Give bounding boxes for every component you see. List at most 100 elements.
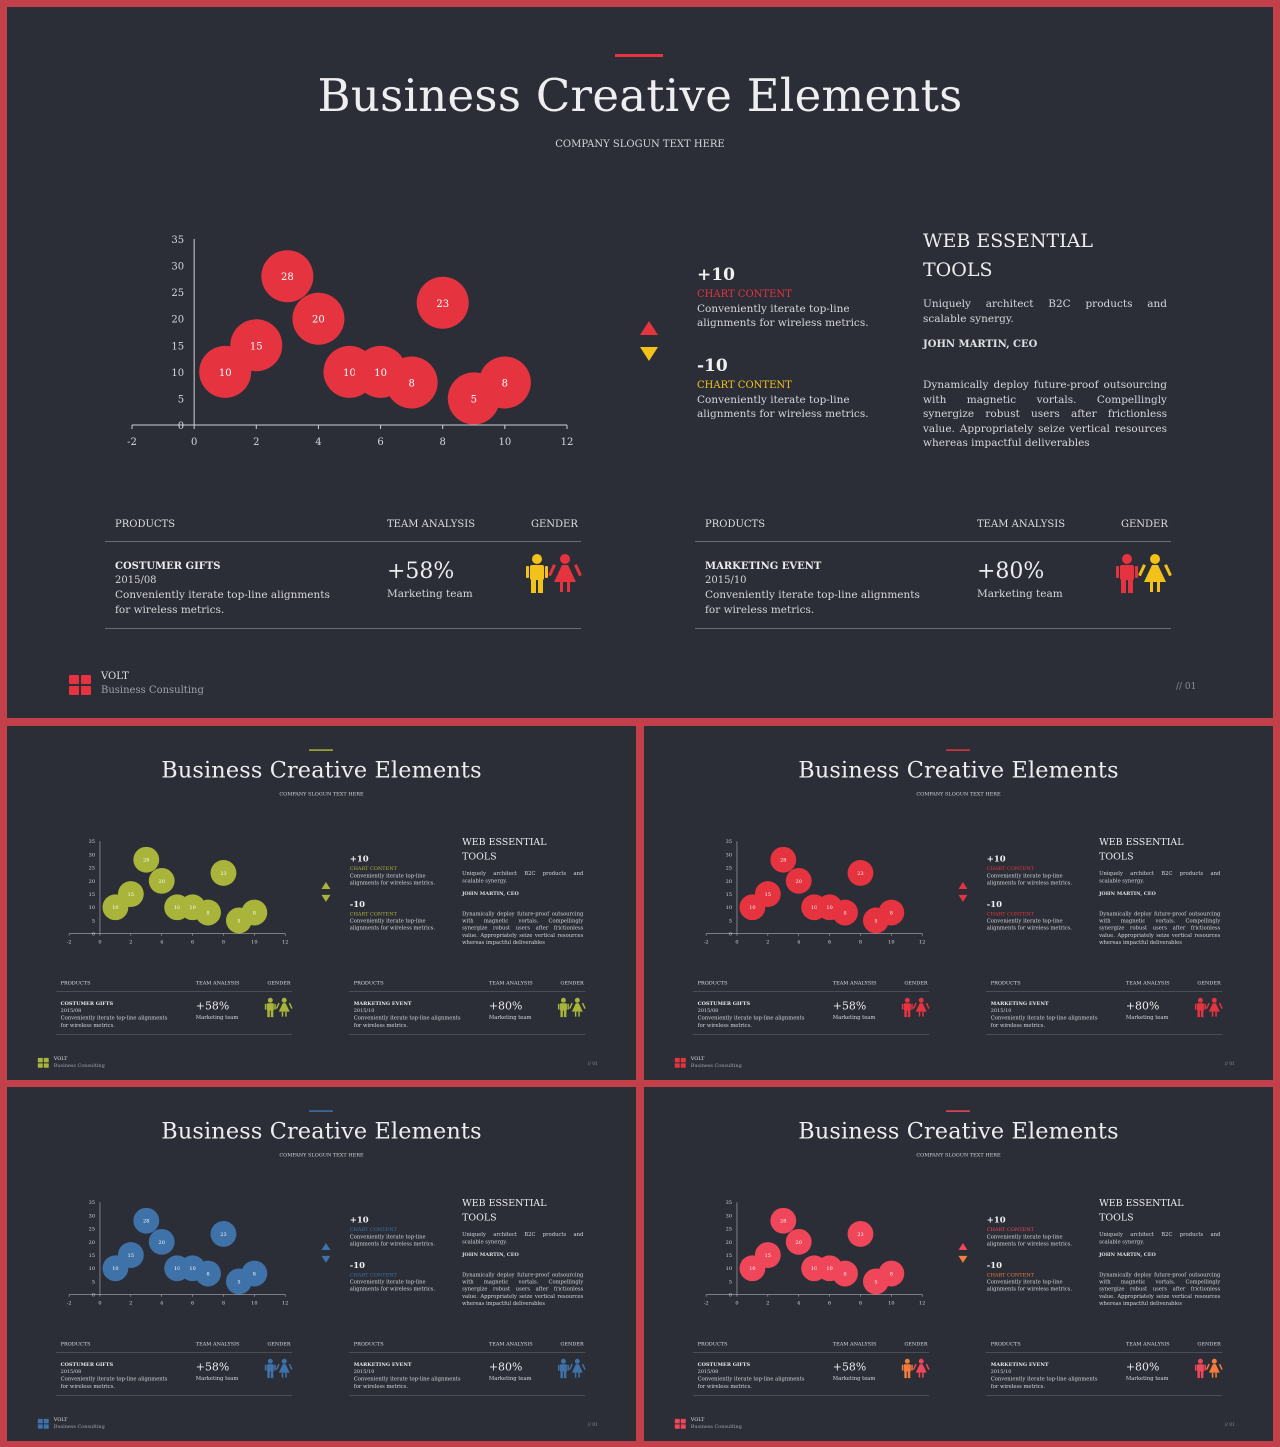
bubble: [230, 319, 283, 372]
header-gender: GENDER: [1197, 980, 1221, 986]
header-gender: GENDER: [1121, 519, 1168, 530]
stat-label: CHART CONTENT: [349, 1272, 397, 1278]
x-tick-label: 8: [440, 437, 446, 448]
product-date: 2015/10: [353, 1008, 375, 1014]
product-date: 2015/08: [60, 1369, 82, 1375]
slide-title: Business Creative Elements: [798, 756, 1119, 784]
bubble-label: 8: [890, 911, 893, 917]
tools-heading: WEB ESSENTIAL TOOLS: [923, 230, 1093, 281]
brand-name: VOLT: [53, 1416, 68, 1423]
team-percent: +80%: [1125, 1000, 1160, 1013]
arrow-down-icon: [321, 1255, 331, 1263]
x-tick-label: -2: [67, 1301, 72, 1307]
slide-subtitle: COMPANY SLOGUN TEXT HERE: [916, 1152, 1001, 1159]
brand-name: VOLT: [53, 1055, 68, 1062]
bubble-chart-svg: -2 0 2 4 6 8 10 12 0 5 10 15 20 25 30 35 10 15 28 20 10 10 8 23…: [704, 839, 926, 946]
arrow-up-icon: [958, 881, 968, 889]
product-description: Conveniently iterate top-line alignments…: [990, 1015, 1098, 1029]
male-icon: [901, 1358, 913, 1379]
bubble-chart-svg: -2 0 2 4 6 8 10 12 0 5 10 15 20 25 30 35 10 15 28 20 10 10 8 23…: [67, 839, 289, 946]
product-name: COSTUMER GIFTS: [115, 561, 221, 572]
female-icon: [912, 997, 930, 1017]
stat-label: CHART CONTENT: [986, 1227, 1034, 1233]
slide-subtitle: COMPANY SLOGUN TEXT HERE: [916, 791, 1001, 798]
bubble-label: 8: [253, 911, 256, 917]
bubble: [770, 1207, 797, 1234]
x-tick-label: 2: [129, 940, 132, 946]
y-tick-label: 15: [89, 1253, 95, 1259]
table-row: COSTUMER GIFTS 2015/08 Conveniently iter…: [56, 992, 293, 1035]
product-name: COSTUMER GIFTS: [60, 1362, 114, 1368]
table-header: PRODUCTS TEAM ANALYSIS GENDER: [105, 519, 581, 541]
y-tick-label: 5: [178, 394, 184, 405]
bubble-label: 5: [874, 918, 877, 924]
bubble: [148, 1228, 175, 1255]
stat-value: +10: [349, 854, 369, 865]
stat-label: CHART CONTENT: [349, 911, 397, 917]
x-tick-label: 6: [191, 940, 194, 946]
product-description: Conveniently iterate top-line alignments…: [705, 589, 920, 616]
products-table-right: PRODUCTS TEAM ANALYSIS GENDER MARKETING …: [985, 980, 1223, 1036]
x-tick-label: -2: [704, 940, 709, 946]
y-tick-label: 15: [89, 892, 95, 898]
bubble-label: 8: [502, 378, 508, 389]
product-date: 2015/08: [115, 575, 157, 586]
x-tick-label: -2: [67, 940, 72, 946]
product-description: Conveniently iterate top-line alignments…: [990, 1376, 1098, 1390]
table-header: PRODUCTS TEAM ANALYSIS GENDER: [56, 1341, 292, 1352]
y-tick-label: 35: [171, 235, 184, 246]
brand-name: VOLT: [690, 1055, 705, 1062]
stat-description: Conveniently iterate top-line alignments…: [986, 1279, 1073, 1293]
table-row: MARKETING EVENT 2015/10 Conveniently ite…: [349, 1353, 586, 1396]
product-date: 2015/10: [990, 1008, 1012, 1014]
stat-value: -10: [986, 899, 1003, 910]
stat-value: -10: [986, 1260, 1003, 1271]
products-table-left: PRODUCTS TEAM ANALYSIS GENDER COSTUMER G…: [692, 980, 930, 1036]
table-row: MARKETING EVENT 2015/10 Conveniently ite…: [349, 992, 586, 1035]
grid-logo-icon: [674, 1418, 687, 1429]
x-tick-label: 10: [888, 940, 894, 946]
tools-panel: WEB ESSENTIAL TOOLS Uniquely architect B…: [462, 1196, 583, 1307]
tools-heading: WEB ESSENTIAL TOOLS: [1099, 1197, 1184, 1224]
team-percent: +58%: [832, 1000, 867, 1013]
y-tick-label: 10: [726, 1266, 732, 1272]
slide-main: Business Creative Elements COMPANY SLOGU…: [7, 7, 1273, 718]
bubble-label: 10: [189, 1266, 195, 1272]
bubble-label: 10: [174, 905, 180, 911]
bubble: [210, 1221, 237, 1247]
y-tick-label: 25: [726, 1227, 732, 1233]
team-percent: +58%: [195, 1000, 230, 1013]
team-name: Marketing team: [488, 1014, 532, 1021]
table-header: PRODUCTS TEAM ANALYSIS GENDER: [349, 1341, 585, 1352]
title-accent-line: [309, 1110, 333, 1112]
y-tick-label: 20: [171, 315, 184, 326]
bubble-chart: -2 0 2 4 6 8 10 12 0 5 10 15 20 25 30 35 10 15 28 20 10 10 8 23…: [694, 830, 932, 952]
x-tick-label: 0: [735, 1301, 738, 1307]
y-tick-label: 10: [171, 368, 184, 379]
x-tick-label: 0: [98, 1301, 101, 1307]
y-tick-label: 35: [89, 839, 95, 845]
bubble: [785, 867, 812, 894]
product-date: 2015/08: [60, 1008, 82, 1014]
bubble-label: 10: [112, 1266, 118, 1272]
team-name: Marketing team: [488, 1375, 532, 1382]
team-name: Marketing team: [387, 588, 473, 600]
bubble-label: 5: [874, 1279, 877, 1285]
bubble-label: 10: [174, 1266, 180, 1272]
stat-positive: +10 CHART CONTENT Conveniently iterate t…: [350, 1215, 449, 1247]
arrow-up-icon: [640, 321, 658, 335]
tools-body: Dynamically deploy future-proof outsourc…: [923, 379, 1167, 449]
bubble-label: 5: [471, 394, 477, 405]
table-header: PRODUCTS TEAM ANALYSIS GENDER: [986, 1341, 1222, 1352]
bubble: [754, 1242, 781, 1268]
stat-value: +10: [349, 1215, 369, 1226]
table-divider: [695, 541, 1171, 542]
y-tick-label: 20: [89, 879, 95, 885]
tools-heading: WEB ESSENTIAL TOOLS: [462, 836, 547, 863]
y-tick-label: 35: [726, 839, 732, 845]
stat-negative: -10 CHART CONTENT Conveniently iterate t…: [987, 1260, 1086, 1292]
bubble: [261, 250, 314, 303]
y-tick-label: 15: [171, 341, 184, 352]
x-tick-label: 2: [766, 940, 769, 946]
bubble-label: 10: [219, 368, 232, 379]
